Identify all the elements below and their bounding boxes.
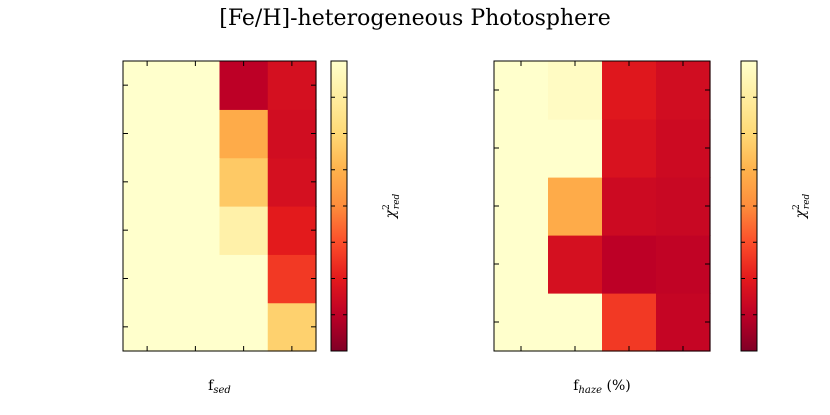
heatmap-cell	[123, 157, 172, 207]
heatmap-cell	[267, 157, 317, 207]
heatmap-cell	[602, 119, 657, 178]
heatmap-cell	[602, 293, 657, 352]
heatmap-cell	[267, 109, 317, 159]
heatmap-cell	[656, 235, 711, 294]
x-axis-label: fhaze (%)	[573, 378, 630, 396]
colorbar-label: χ2red	[382, 193, 402, 219]
heatmap-cell	[219, 109, 269, 159]
heatmap-panel-2: fhaze (%) χ2red	[493, 60, 812, 396]
heatmap-cell	[171, 206, 221, 255]
heatmap-cell	[123, 61, 172, 110]
heatmap-cell	[602, 61, 657, 120]
heatmap-cell	[548, 119, 603, 178]
colorbar-label: χ2red	[792, 193, 812, 219]
heatmap-cell	[656, 61, 711, 120]
colorbar: χ2red	[740, 60, 812, 352]
heatmap-panel-1: fsed χ2red	[122, 60, 402, 396]
heatmap-cell	[171, 157, 221, 207]
heatmap-cell	[219, 206, 269, 255]
heatmap-cell	[171, 61, 221, 110]
heatmap-cell	[548, 61, 603, 120]
colorbar: χ2red	[330, 60, 402, 352]
heatmap-cell	[219, 61, 269, 110]
figure-title: [Fe/H]-heterogeneous Photosphere	[219, 6, 610, 31]
heatmap-cell	[123, 206, 172, 255]
heatmap-cell	[267, 61, 317, 110]
heatmap-cell	[602, 177, 657, 236]
heatmap-cell	[123, 254, 172, 304]
heatmap-cell	[548, 177, 603, 236]
heatmap-cell	[656, 119, 711, 178]
heatmap-cell	[171, 302, 221, 352]
heatmap-cell	[171, 254, 221, 304]
heatmap-cell	[548, 235, 603, 294]
heatmap-cell	[123, 302, 172, 352]
heatmap-cell	[267, 254, 317, 304]
heatmap-cell	[548, 293, 603, 352]
heatmap-cell	[494, 177, 549, 236]
heatmap-cell	[171, 109, 221, 159]
heatmap-cell	[219, 302, 269, 352]
heatmap-cell	[123, 109, 172, 159]
plot-frame	[122, 60, 317, 352]
heatmap-cell	[494, 119, 549, 178]
heatmap-cell	[602, 235, 657, 294]
heatmap-cell	[219, 157, 269, 207]
heatmap-cell	[494, 61, 549, 120]
heatmap-cell	[494, 235, 549, 294]
heatmap-cell	[656, 293, 711, 352]
heatmap-cell	[219, 254, 269, 304]
heatmap-cell	[267, 302, 317, 352]
heatmap-cell	[656, 177, 711, 236]
heatmap-cell	[267, 206, 317, 255]
heatmap-cell	[494, 293, 549, 352]
x-axis-label: fsed	[208, 378, 231, 396]
